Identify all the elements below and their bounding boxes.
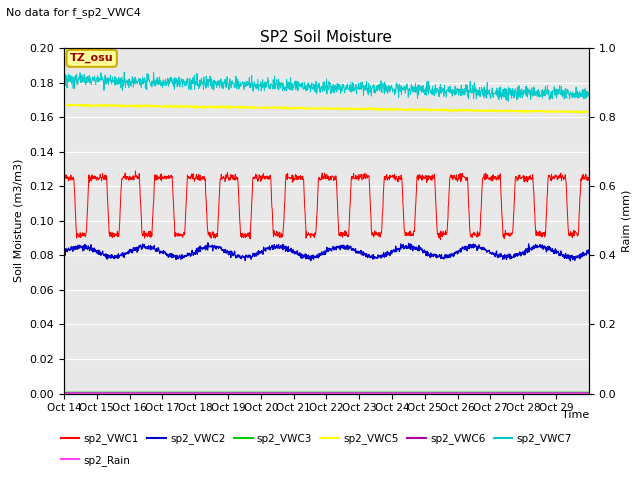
Text: Time: Time: [561, 410, 589, 420]
sp2_Rain: [450, 390, 458, 396]
sp2_VWC3: [585, 389, 593, 395]
sp2_VWC1: [579, 174, 586, 180]
sp2_VWC5: [585, 109, 593, 115]
sp2_VWC2: [60, 248, 68, 254]
sp2_VWC5: [60, 102, 68, 108]
sp2_VWC6: [142, 390, 150, 396]
sp2_VWC3: [142, 389, 150, 395]
sp2_VWC1: [451, 175, 458, 181]
sp2_VWC7: [579, 94, 586, 100]
sp2_VWC1: [132, 168, 140, 174]
sp2_VWC2: [566, 258, 574, 264]
sp2_VWC2: [204, 240, 212, 246]
sp2_VWC3: [312, 389, 320, 395]
sp2_VWC3: [527, 389, 534, 395]
sp2_VWC7: [60, 74, 68, 80]
sp2_VWC1: [527, 176, 535, 182]
sp2_Rain: [142, 390, 150, 396]
Text: No data for f_sp2_VWC4: No data for f_sp2_VWC4: [6, 7, 141, 18]
sp2_VWC7: [313, 91, 321, 96]
sp2_VWC6: [585, 390, 593, 396]
sp2_VWC3: [578, 389, 586, 395]
sp2_VWC2: [142, 245, 150, 251]
Line: sp2_VWC5: sp2_VWC5: [64, 104, 589, 113]
sp2_Rain: [578, 390, 586, 396]
sp2_VWC6: [303, 390, 310, 396]
sp2_VWC3: [60, 389, 68, 395]
sp2_VWC2: [313, 255, 321, 261]
sp2_VWC5: [303, 106, 310, 112]
Y-axis label: Raim (mm): Raim (mm): [622, 190, 632, 252]
Line: sp2_VWC1: sp2_VWC1: [64, 171, 589, 240]
sp2_VWC3: [450, 389, 458, 395]
sp2_Rain: [312, 390, 320, 396]
sp2_VWC7: [303, 84, 310, 90]
sp2_VWC1: [313, 214, 321, 219]
sp2_VWC6: [527, 390, 534, 396]
sp2_VWC5: [313, 105, 321, 111]
Legend: sp2_Rain: sp2_Rain: [56, 451, 134, 470]
Text: TZ_osu: TZ_osu: [70, 53, 113, 63]
sp2_VWC1: [436, 237, 444, 242]
sp2_VWC7: [527, 92, 535, 98]
sp2_VWC5: [143, 104, 150, 109]
sp2_Rain: [60, 390, 68, 396]
Line: sp2_VWC7: sp2_VWC7: [64, 72, 589, 101]
sp2_VWC7: [451, 91, 458, 96]
sp2_VWC3: [303, 389, 310, 395]
sp2_VWC2: [579, 253, 586, 259]
sp2_Rain: [303, 390, 310, 396]
sp2_VWC6: [578, 390, 586, 396]
sp2_VWC2: [303, 255, 310, 261]
sp2_VWC7: [585, 90, 593, 96]
sp2_VWC5: [580, 110, 588, 116]
sp2_VWC2: [585, 247, 593, 252]
Title: SP2 Soil Moisture: SP2 Soil Moisture: [260, 30, 392, 46]
sp2_VWC5: [579, 109, 586, 115]
sp2_Rain: [585, 390, 593, 396]
sp2_VWC6: [450, 390, 458, 396]
sp2_VWC1: [303, 231, 310, 237]
sp2_VWC5: [61, 101, 69, 107]
sp2_Rain: [527, 390, 534, 396]
Y-axis label: Soil Moisture (m3/m3): Soil Moisture (m3/m3): [14, 159, 24, 283]
sp2_VWC7: [150, 69, 157, 75]
sp2_VWC6: [312, 390, 320, 396]
sp2_VWC5: [451, 108, 458, 114]
sp2_VWC2: [451, 253, 458, 259]
sp2_VWC1: [585, 178, 593, 183]
sp2_VWC7: [142, 81, 150, 86]
sp2_VWC1: [60, 174, 68, 180]
sp2_VWC1: [143, 232, 150, 238]
sp2_VWC6: [60, 390, 68, 396]
Line: sp2_VWC2: sp2_VWC2: [64, 243, 589, 261]
sp2_VWC2: [527, 246, 535, 252]
sp2_VWC7: [504, 98, 512, 104]
sp2_VWC5: [527, 108, 535, 114]
Legend: sp2_VWC1, sp2_VWC2, sp2_VWC3, sp2_VWC5, sp2_VWC6, sp2_VWC7: sp2_VWC1, sp2_VWC2, sp2_VWC3, sp2_VWC5, …: [56, 429, 576, 448]
